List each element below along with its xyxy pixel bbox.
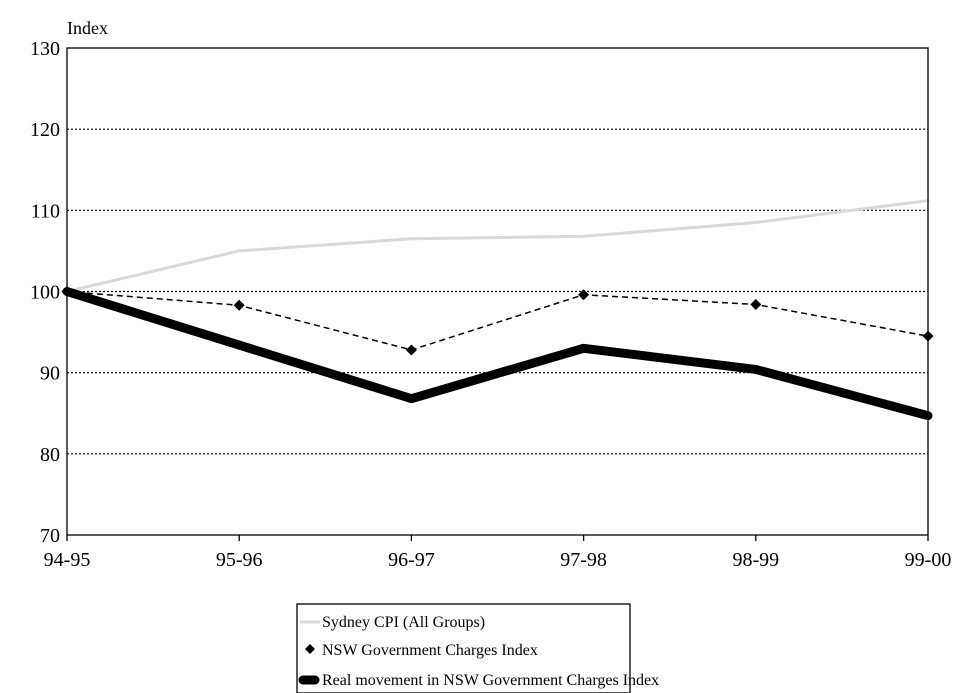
x-tick-label-94-95: 94-95 bbox=[44, 549, 91, 571]
series-3 bbox=[62, 287, 933, 421]
legend-item-2: NSW Government Charges Index bbox=[305, 642, 538, 659]
legend-item-2-swatch bbox=[305, 644, 315, 654]
y-tick-label-70: 70 bbox=[40, 525, 60, 547]
legend-item-3-label: Real movement in NSW Government Charges … bbox=[322, 672, 659, 689]
plot-frame bbox=[66, 47, 929, 536]
gridlines bbox=[67, 128, 928, 455]
x-tick-label-97-98: 97-98 bbox=[560, 549, 607, 571]
y-tick-label-120: 120 bbox=[30, 119, 60, 141]
series-2-line bbox=[66, 290, 929, 351]
series-group bbox=[61, 199, 934, 421]
y-tick-label-80: 80 bbox=[40, 444, 60, 466]
series-3-line bbox=[65, 287, 930, 421]
legend-item-2-label: NSW Government Charges Index bbox=[322, 642, 538, 659]
y-tick-label-90: 90 bbox=[40, 363, 60, 385]
series-1-point-98-99 bbox=[754, 221, 758, 225]
legend-item-3: Real movement in NSW Government Charges … bbox=[298, 672, 659, 689]
series-1-point-95-96 bbox=[237, 249, 241, 253]
series-2-point-97-98 bbox=[578, 289, 590, 301]
series-1-line bbox=[66, 199, 929, 293]
x-tick-label-95-96: 95-96 bbox=[216, 549, 263, 571]
series-3-point-96-97 bbox=[406, 394, 416, 404]
x-tick-label-99-00: 99-00 bbox=[905, 549, 952, 571]
y-axis-title: Index bbox=[67, 18, 108, 38]
legend-item-1-label: Sydney CPI (All Groups) bbox=[322, 614, 485, 631]
series-1 bbox=[65, 199, 930, 293]
legend-item-1: Sydney CPI (All Groups) bbox=[300, 614, 485, 631]
x-tick-label-98-99: 98-99 bbox=[732, 549, 779, 571]
legend: Sydney CPI (All Groups) NSW Government Ch… bbox=[296, 603, 659, 693]
series-1-point-97-98 bbox=[582, 234, 586, 238]
axes: 70 80 90 100 110 120 130 94-95 95-96 96-97 97-98 98… bbox=[30, 38, 951, 571]
series-2-point-95-96 bbox=[233, 299, 245, 311]
legend-box bbox=[296, 603, 631, 693]
series-1-point-96-97 bbox=[409, 237, 413, 241]
series-2 bbox=[61, 286, 934, 356]
y-tick-label-110: 110 bbox=[31, 200, 60, 222]
x-tick-label-96-97: 96-97 bbox=[388, 549, 435, 571]
series-2-point-98-99 bbox=[750, 298, 762, 310]
y-tick-label-100: 100 bbox=[30, 282, 60, 304]
series-3-point-97-98 bbox=[579, 343, 589, 353]
series-2-point-96-97 bbox=[405, 344, 417, 356]
series-3-point-95-96 bbox=[234, 340, 244, 350]
y-tick-label-130: 130 bbox=[30, 38, 60, 60]
series-3-point-98-99 bbox=[751, 364, 761, 374]
